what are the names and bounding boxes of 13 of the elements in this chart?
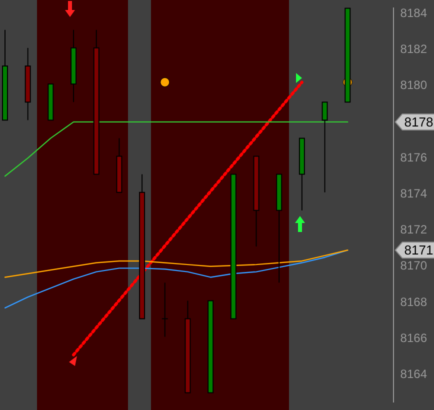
y-tick-label: 8176 xyxy=(400,150,428,164)
y-tick-label: 8166 xyxy=(400,330,428,345)
y-tick-label: 8174 xyxy=(400,186,428,200)
y-tick-label: 8170 xyxy=(400,258,428,273)
y-tick-label: 8184 xyxy=(400,6,428,20)
y-tick-label: 8180 xyxy=(400,78,428,92)
y-tick-label: 8164 xyxy=(400,367,428,382)
annotation: 8178 xyxy=(404,114,434,130)
candlestick xyxy=(161,282,168,338)
y-tick-label: 8182 xyxy=(400,42,428,56)
y-tick-label: 8172 xyxy=(400,222,428,237)
y-tick-label: 8168 xyxy=(400,294,428,309)
annotation: 8171 xyxy=(404,242,434,258)
